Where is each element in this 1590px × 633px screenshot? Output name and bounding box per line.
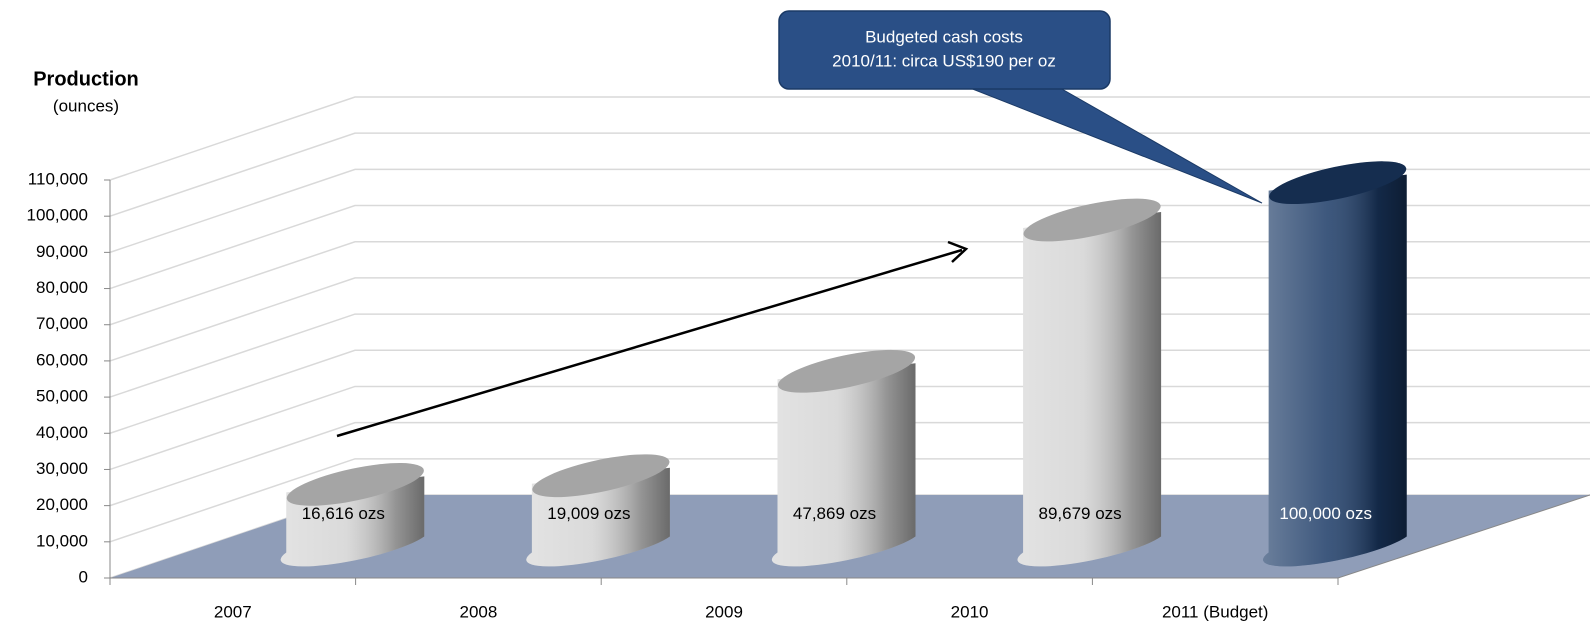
- bar: [280, 463, 425, 567]
- bar-shade: [1017, 212, 1162, 567]
- x-tick-label: 2010: [951, 602, 989, 621]
- x-tick-label: 2007: [214, 602, 252, 621]
- value-label: 19,009 ozs: [547, 504, 630, 523]
- bars: 16,616 ozs 19,009 ozs 47,869 ozs 89,679 ozs…: [280, 161, 1407, 567]
- callout-text: Budgeted cash costs: [865, 27, 1023, 46]
- bar-top: [1023, 198, 1161, 242]
- bar-shade: [771, 363, 916, 567]
- bar-top: [1269, 161, 1407, 205]
- callout-text: 2010/11: circa US$190 per oz: [832, 51, 1056, 70]
- callout-pointer: [969, 87, 1263, 204]
- bar-shade: [1263, 174, 1407, 567]
- bar-top: [532, 454, 670, 498]
- y-tick-label: 110,000: [28, 169, 88, 188]
- y-tick-label: 80,000: [36, 278, 88, 297]
- bar: [1263, 161, 1407, 567]
- value-label: 89,679 ozs: [1039, 504, 1122, 523]
- grid-line: [109, 421, 1590, 507]
- axis-subtitle: (ounces): [53, 96, 119, 115]
- grid-line: [109, 132, 1590, 217]
- trend-arrow: [336, 248, 963, 438]
- bar-top-shade: [1269, 161, 1407, 205]
- callout-box: [778, 10, 1111, 90]
- bar: [771, 349, 916, 567]
- y-tick-label: 20,000: [36, 495, 88, 514]
- y-tick-label: 30,000: [36, 459, 88, 478]
- value-label: 16,616 ozs: [302, 504, 385, 523]
- y-tick-label: 60,000: [36, 350, 88, 369]
- grid-line: [109, 204, 1590, 290]
- bar-top: [777, 349, 916, 393]
- grid-line: [109, 349, 1590, 434]
- y-tick-label: 100,000: [27, 206, 88, 225]
- arrow-head: [947, 240, 969, 263]
- bar-top-shade: [1023, 198, 1161, 242]
- grid-line: [109, 385, 1590, 471]
- x-tick-label: 2009: [705, 602, 743, 621]
- y-tick-label: 0: [79, 567, 88, 586]
- bar: [526, 454, 670, 567]
- bar-top-shade: [286, 463, 424, 506]
- y-tick-label: 40,000: [36, 423, 88, 442]
- bar-top-shade: [532, 454, 670, 498]
- grid-line: [109, 458, 1590, 543]
- x-tick-label: 2008: [459, 602, 497, 621]
- value-label: 100,000 ozs: [1279, 504, 1372, 523]
- grid-line: [109, 240, 1590, 326]
- x-tick-label: 2011 (Budget): [1162, 602, 1268, 621]
- value-label: 47,869 ozs: [793, 504, 876, 523]
- y-tick-label: 50,000: [36, 387, 88, 406]
- grid-line: [109, 313, 1590, 398]
- axis-title: Production: [33, 68, 139, 90]
- y-tick-label: 10,000: [36, 531, 88, 550]
- grid-line: [109, 277, 1590, 362]
- bar-top: [286, 463, 424, 506]
- bar-top-shade: [777, 349, 916, 393]
- bar: [1017, 198, 1162, 567]
- y-tick-label: 70,000: [36, 314, 88, 333]
- y-tick-label: 90,000: [36, 242, 88, 261]
- grid-line: [109, 96, 1590, 181]
